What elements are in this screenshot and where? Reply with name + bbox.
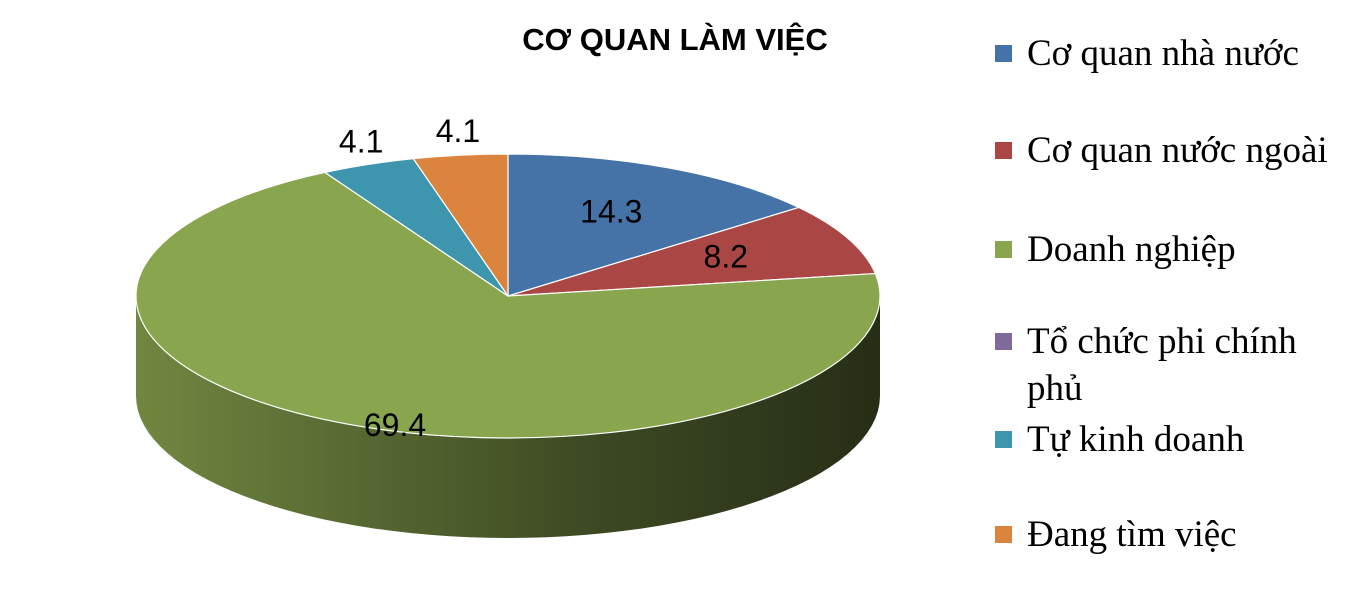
pie-side-walls: [136, 296, 880, 538]
data-label: 69.4: [364, 407, 426, 443]
pie-slice-side: [136, 296, 880, 538]
legend-swatch: [995, 241, 1012, 258]
legend-swatch: [995, 431, 1012, 448]
legend-swatch: [995, 45, 1012, 62]
legend-label: Tự kinh doanh: [1027, 419, 1245, 460]
pie-slice: [412, 153, 509, 297]
chart-title: CƠ QUAN LÀM VIỆC: [522, 22, 828, 57]
legend-label: Cơ quan nước ngoài: [1027, 130, 1328, 171]
legend-swatch: [995, 142, 1012, 159]
data-label: 14.3: [580, 194, 642, 230]
pie-top-faces: [135, 153, 881, 439]
pie-slice: [135, 171, 881, 439]
legend-label: Tổ chức phi chính phủ: [1027, 321, 1297, 409]
legend-label: Đang tìm việc: [1027, 514, 1237, 555]
legend-label: Cơ quan nhà nước: [1027, 33, 1299, 74]
data-label: 4.1: [436, 113, 480, 149]
legend-swatch: [995, 526, 1012, 543]
data-label: 8.2: [704, 239, 748, 275]
pie-data-labels: 14.3 8.2 69.4 4.1 4.1: [339, 113, 748, 443]
pie-slice: [507, 153, 800, 297]
legend-swatch: [995, 333, 1012, 350]
legend-label: Doanh nghiệp: [1027, 229, 1236, 270]
data-label: 4.1: [339, 124, 383, 160]
pie-slice: [507, 206, 876, 297]
